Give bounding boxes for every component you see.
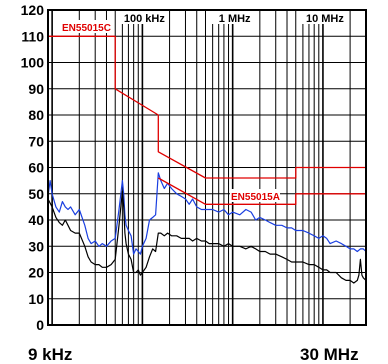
y-tick-label: 100 bbox=[21, 55, 45, 71]
x-top-label: 100 kHz bbox=[124, 13, 165, 25]
x-start-label: 9 kHz bbox=[28, 345, 72, 364]
limit-labels: EN55015C EN55015A bbox=[61, 20, 280, 203]
limit-a-label: EN55015A bbox=[231, 192, 280, 203]
y-tick-label: 0 bbox=[36, 317, 44, 333]
series-line-3 bbox=[47, 190, 367, 284]
series-line-2 bbox=[47, 172, 367, 255]
y-tick-label: 40 bbox=[28, 212, 44, 228]
x-top-label: 10 MHz bbox=[306, 13, 344, 25]
x-top-label-bg bbox=[296, 11, 349, 24]
y-tick-label: 20 bbox=[28, 265, 44, 281]
series-line-1 bbox=[157, 177, 366, 205]
plot-frame bbox=[47, 9, 367, 326]
y-tick-label: 60 bbox=[28, 160, 44, 176]
series-layer bbox=[47, 35, 367, 284]
y-tick-label: 10 bbox=[28, 291, 44, 307]
x-end-label: 30 MHz bbox=[300, 345, 359, 364]
limit-c-label-box bbox=[61, 20, 108, 33]
y-tick-label: 50 bbox=[28, 186, 44, 202]
limit-c-label: EN55015C bbox=[62, 23, 111, 34]
x-top-label: 1 MHz bbox=[219, 13, 251, 25]
y-tick-label: 90 bbox=[28, 81, 44, 97]
y-tick-label: 80 bbox=[28, 107, 44, 123]
series-line-0 bbox=[48, 35, 366, 179]
limit-a-label-box bbox=[230, 189, 280, 202]
y-tick-label: 70 bbox=[28, 133, 44, 149]
x-top-label-bg bbox=[206, 11, 259, 24]
y-tick-label: 110 bbox=[21, 28, 44, 44]
x-top-labels: 100 kHz 1 MHz 10 MHz bbox=[116, 11, 349, 25]
y-tick-label: 120 bbox=[21, 2, 45, 18]
y-tick-label: 30 bbox=[28, 238, 44, 254]
grid bbox=[48, 9, 366, 326]
x-top-label-bg bbox=[116, 11, 169, 24]
y-axis-labels: 0 10 20 30 40 50 60 70 80 90 100 110 120 bbox=[21, 2, 45, 333]
